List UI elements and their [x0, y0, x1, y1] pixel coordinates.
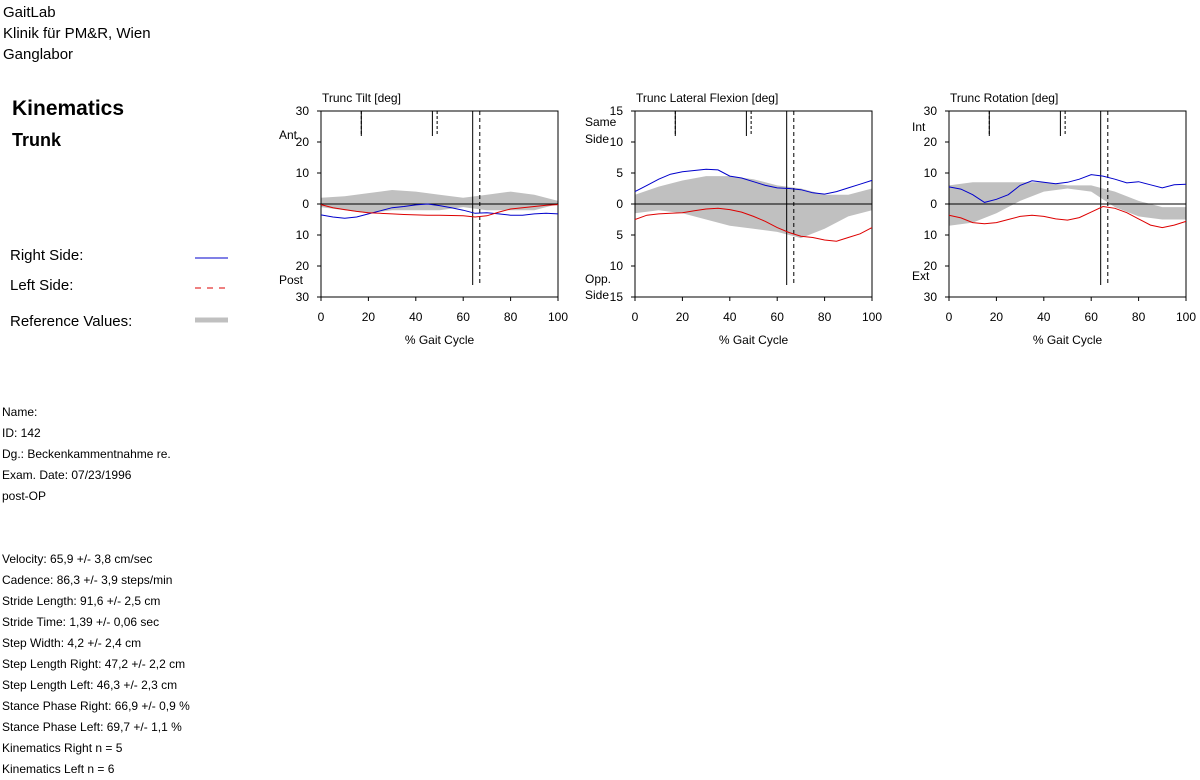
- clinic-name: Klinik für PM&R, Wien: [3, 25, 151, 42]
- y-tick-label: 10: [610, 259, 624, 273]
- legend-left-label: Left Side:: [10, 277, 74, 294]
- x-tick-label: 20: [362, 310, 376, 324]
- page-title: Kinematics: [12, 97, 125, 120]
- y-top-label: Int: [912, 120, 926, 134]
- y-tick-label: 5: [616, 228, 623, 242]
- y-tick-label: 15: [610, 104, 624, 118]
- x-tick-label: 40: [409, 310, 423, 324]
- reference-band: [949, 182, 1186, 226]
- param-step-length-right: Step Length Right: 47,2 +/- 2,2 cm: [2, 657, 186, 671]
- x-axis-label: % Gait Cycle: [719, 333, 789, 347]
- y-bottom-label-2: Side: [585, 288, 609, 302]
- y-tick-label: 30: [296, 290, 310, 304]
- series-left-line: [948, 205, 1187, 229]
- y-bottom-label: Post: [279, 273, 304, 287]
- x-tick-label: 40: [723, 310, 737, 324]
- y-tick-label: 20: [296, 259, 310, 273]
- patient-id: ID: 142: [2, 426, 41, 440]
- series-right-line: [948, 174, 1187, 203]
- chart-title: Trunc Rotation [deg]: [950, 91, 1058, 105]
- param-kinematics-right-n: Kinematics Right n = 5: [2, 741, 123, 755]
- exam-status: post-OP: [2, 489, 47, 503]
- x-tick-label: 60: [1085, 310, 1099, 324]
- param-stance-right: Stance Phase Right: 66,9 +/- 0,9 %: [2, 699, 190, 713]
- y-tick-label: 10: [296, 166, 310, 180]
- patient-name: Name:: [2, 405, 38, 419]
- y-tick-label: 0: [616, 197, 623, 211]
- x-tick-label: 20: [990, 310, 1004, 324]
- x-tick-label: 0: [632, 310, 639, 324]
- y-tick-label: 10: [610, 135, 624, 149]
- y-tick-label: 30: [924, 104, 938, 118]
- x-axis-label: % Gait Cycle: [405, 333, 475, 347]
- y-tick-label: 10: [924, 228, 938, 242]
- x-tick-label: 80: [818, 310, 832, 324]
- y-tick-label: 20: [924, 135, 938, 149]
- x-tick-label: 20: [676, 310, 690, 324]
- chart-title: Trunc Lateral Flexion [deg]: [636, 91, 778, 105]
- x-tick-label: 60: [457, 310, 471, 324]
- x-tick-label: 80: [504, 310, 518, 324]
- lab-name: GaitLab: [3, 4, 56, 21]
- y-tick-label: 30: [296, 104, 310, 118]
- y-tick-label: 10: [924, 166, 938, 180]
- y-tick-label: 5: [616, 166, 623, 180]
- y-tick-label: 10: [296, 228, 310, 242]
- x-tick-label: 40: [1037, 310, 1051, 324]
- reference-band: [321, 190, 558, 214]
- x-axis-label: % Gait Cycle: [1033, 333, 1103, 347]
- param-cadence: Cadence: 86,3 +/- 3,9 steps/min: [2, 573, 173, 587]
- series-right-line: [634, 168, 873, 195]
- chart-title: Trunc Tilt [deg]: [322, 91, 401, 105]
- y-bottom-label: Opp.: [585, 272, 611, 286]
- y-tick-label: 20: [924, 259, 938, 273]
- x-tick-label: 100: [862, 310, 882, 324]
- series-right-line: [320, 203, 559, 219]
- department-name: Ganglabor: [3, 46, 74, 63]
- page-subtitle: Trunk: [12, 130, 62, 150]
- y-tick-label: 15: [610, 290, 624, 304]
- x-tick-label: 0: [946, 310, 953, 324]
- legend-right-label: Right Side:: [10, 247, 84, 264]
- y-bottom-label: Ext: [912, 269, 930, 283]
- legend-swatches: [195, 257, 228, 323]
- param-step-length-left: Step Length Left: 46,3 +/- 2,3 cm: [2, 678, 178, 692]
- y-tick-label: 30: [924, 290, 938, 304]
- y-tick-label: 20: [296, 135, 310, 149]
- series-left-line: [320, 204, 559, 218]
- param-stride-length: Stride Length: 91,6 +/- 2,5 cm: [2, 594, 161, 608]
- x-tick-label: 0: [318, 310, 325, 324]
- y-top-label: Ant: [279, 128, 298, 142]
- x-tick-label: 100: [1176, 310, 1196, 324]
- param-step-width: Step Width: 4,2 +/- 2,4 cm: [2, 636, 142, 650]
- y-tick-label: 0: [302, 197, 309, 211]
- y-tick-label: 0: [930, 197, 937, 211]
- y-top-label-2: Side: [585, 132, 609, 146]
- param-velocity: Velocity: 65,9 +/- 3,8 cm/sec: [2, 552, 153, 566]
- legend-reference-label: Reference Values:: [10, 313, 133, 330]
- x-tick-label: 100: [548, 310, 568, 324]
- param-kinematics-left-n: Kinematics Left n = 6: [2, 762, 115, 776]
- reference-band: [635, 176, 872, 239]
- x-tick-label: 80: [1132, 310, 1146, 324]
- series-left-line: [634, 207, 873, 242]
- param-stride-time: Stride Time: 1,39 +/- 0,06 sec: [2, 615, 160, 629]
- patient-diagnosis: Dg.: Beckenkammentnahme re.: [2, 447, 171, 461]
- param-stance-left: Stance Phase Left: 69,7 +/- 1,1 %: [2, 720, 182, 734]
- exam-date: Exam. Date: 07/23/1996: [2, 468, 132, 482]
- x-tick-label: 60: [771, 310, 785, 324]
- y-top-label: Same: [585, 115, 617, 129]
